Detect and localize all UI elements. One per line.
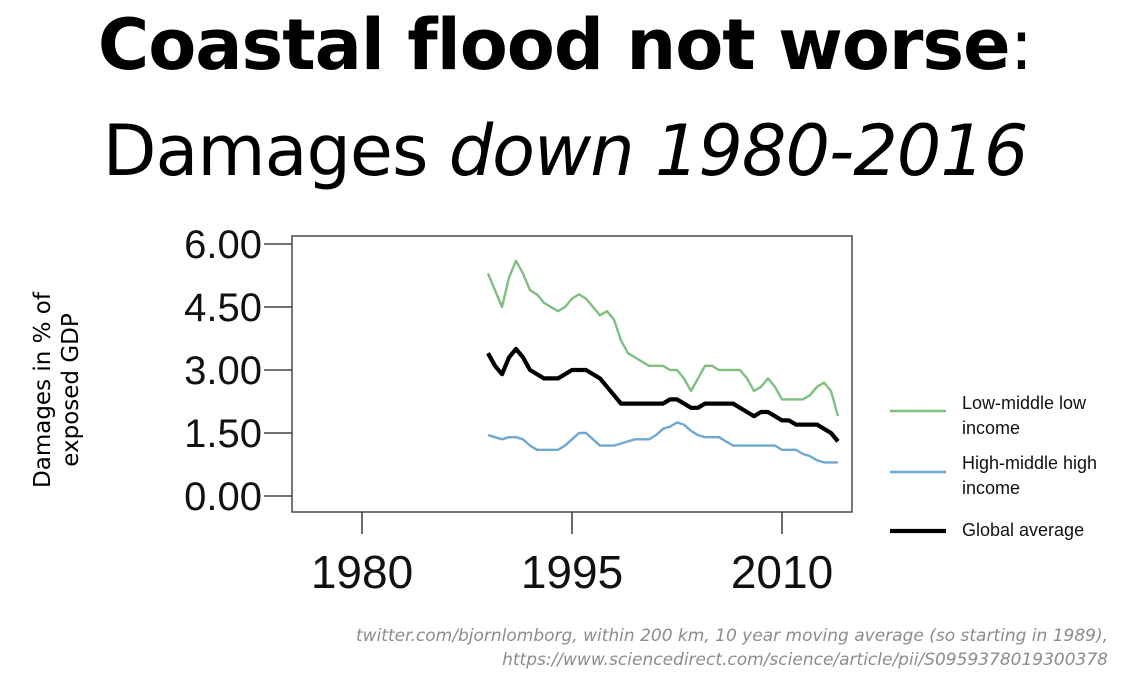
y-axis-label-line-1: Damages in % of (30, 291, 56, 488)
y-tick-label: 0.00 (184, 475, 262, 519)
title-plain: Damages (102, 110, 429, 192)
y-tick-label: 1.50 (184, 412, 262, 456)
y-tick-label: 6.00 (184, 223, 262, 267)
legend-label-1: Low-middle low (962, 393, 1087, 413)
legend-label-1-cont: income (962, 418, 1020, 438)
x-tick-label: 1980 (311, 546, 413, 598)
x-tick-label: 1995 (521, 546, 623, 598)
source-line-1: twitter.com/bjornlomborg, within 200 km,… (356, 626, 1108, 646)
legend-label-2: High-middle high (962, 453, 1097, 473)
title-line-1: Coastal flood not worse: (0, 4, 1130, 86)
title-bold: Coastal flood not worse (97, 4, 1011, 86)
y-axis-label-line-2: exposed GDP (58, 313, 84, 467)
title-italic: down 1980-2016 (448, 110, 1029, 192)
title-line-2: Damages down 1980-2016 (0, 110, 1130, 192)
series-line-2 (487, 421, 838, 464)
source-note: twitter.com/bjornlomborg, within 200 km,… (356, 624, 1108, 672)
series-line-1 (486, 259, 840, 417)
y-tick-label: 4.50 (184, 286, 262, 330)
source-line-2: https://www.sciencedirect.com/science/ar… (502, 650, 1108, 670)
y-axis-label: Damages in % of exposed GDP (30, 270, 86, 510)
legend-label-2-cont: income (962, 478, 1020, 498)
plot-frame (291, 235, 853, 513)
y-tick-label: 3.00 (184, 349, 262, 393)
legend-label-3: Global average (962, 520, 1084, 540)
title-colon: : (1009, 4, 1034, 86)
x-tick-label: 2010 (731, 546, 833, 598)
series-line-3 (486, 346, 840, 443)
y-axis-label-svg: Damages in % of exposed GDP (30, 291, 84, 488)
